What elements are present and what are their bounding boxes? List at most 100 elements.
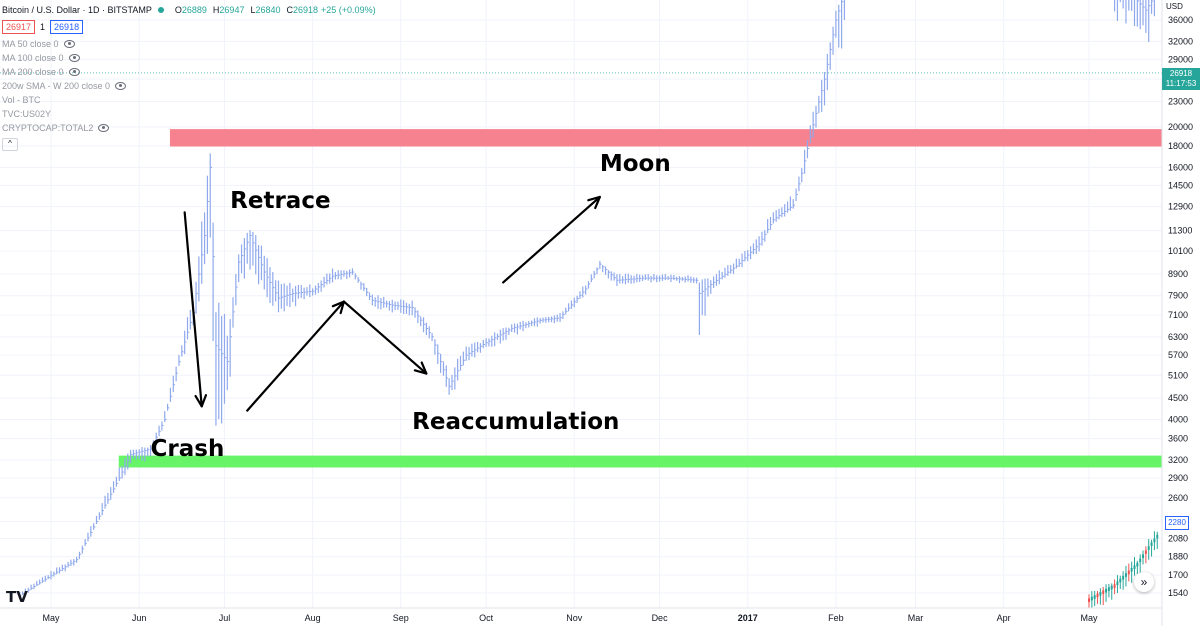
x-tick-label: Aug <box>305 613 321 623</box>
price-bar <box>755 239 759 254</box>
eye-icon[interactable] <box>98 124 110 132</box>
price-bar <box>249 230 252 270</box>
y-tick-label: 12900 <box>1168 202 1193 212</box>
legend-collapse-row: ^ <box>2 135 379 151</box>
price-bar <box>50 571 53 580</box>
price-bar <box>360 281 363 290</box>
price-bar <box>144 447 147 462</box>
y-tick-label: 32000 <box>1168 36 1193 46</box>
price-bar <box>693 277 696 284</box>
currency-label[interactable]: USD <box>1166 2 1183 11</box>
price-bar <box>516 323 520 335</box>
price-bar <box>232 297 235 328</box>
low-key: L <box>250 5 256 15</box>
price-bar <box>789 196 793 211</box>
price-bar <box>553 315 557 324</box>
y-tick-label: 6300 <box>1168 332 1188 342</box>
y-tick-label: 5700 <box>1168 350 1188 360</box>
price-bar <box>559 312 562 322</box>
study-total2[interactable]: CRYPTOCAP:TOTAL2 <box>2 121 379 135</box>
price-bar <box>437 344 440 365</box>
price-bar <box>138 449 141 460</box>
price-bar <box>775 210 778 222</box>
price-bar <box>93 523 96 530</box>
study-label: MA 100 close 0 <box>2 53 64 63</box>
price-bar <box>118 467 122 481</box>
price-bar <box>727 265 730 276</box>
price-bar <box>761 231 764 246</box>
price-bar <box>451 374 454 391</box>
price-bar <box>354 273 358 280</box>
y-tick-label: 16000 <box>1168 162 1193 172</box>
eye-icon[interactable] <box>68 54 80 62</box>
collapse-legend-button[interactable]: ^ <box>2 138 18 151</box>
x-tick-label: May <box>1080 613 1098 623</box>
price-bar <box>292 288 295 303</box>
sell-price-button[interactable]: 26917 <box>2 20 36 34</box>
study-ma200[interactable]: MA 200 close 0 <box>2 65 379 79</box>
secondary-bar-body <box>1144 550 1147 554</box>
price-bar <box>331 268 335 283</box>
study-ma100[interactable]: MA 100 close 0 <box>2 51 379 65</box>
price-bar <box>681 277 685 281</box>
price-bar <box>172 375 176 393</box>
y-tick-label: 1540 <box>1168 588 1188 598</box>
price-bar <box>482 339 486 349</box>
x-tick-label: Mar <box>908 613 924 623</box>
price-bar <box>462 351 466 366</box>
price-bar <box>87 532 90 542</box>
buy-price-button[interactable]: 26918 <box>50 20 84 34</box>
price-bar <box>428 326 432 339</box>
annotations: Retrace Moon Crash Reaccumulation <box>151 151 671 462</box>
price-bar <box>573 297 577 308</box>
price-bar <box>511 324 514 333</box>
price-bar <box>166 403 170 411</box>
eye-icon[interactable] <box>115 82 127 90</box>
price-bar <box>758 236 761 252</box>
price-bar <box>522 320 525 332</box>
price-bar <box>616 274 619 286</box>
price-bar <box>562 311 565 320</box>
y-tick-label: 2900 <box>1168 473 1188 483</box>
y-tick-label: 10100 <box>1168 246 1193 256</box>
study-volume[interactable]: Vol - BTC <box>2 93 379 107</box>
scroll-to-realtime-button[interactable]: » <box>1134 572 1154 592</box>
price-bar <box>593 270 596 279</box>
secondary-bar-body <box>1110 585 1113 590</box>
price-bar <box>132 449 136 459</box>
price-bar <box>508 327 511 335</box>
price-bar <box>422 317 426 333</box>
x-tick-label: Jul <box>219 613 231 623</box>
price-bar <box>806 140 810 159</box>
price-bar <box>294 285 298 307</box>
price-bar <box>414 307 417 318</box>
price-bar <box>772 212 776 224</box>
x-tick-label: Feb <box>828 613 844 623</box>
eye-icon[interactable] <box>63 40 75 48</box>
last-price-tag: 26918 11:17:53 <box>1162 68 1200 90</box>
price-bar <box>147 447 150 457</box>
price-bar <box>30 584 33 591</box>
price-bar <box>212 222 215 342</box>
price-bar <box>448 378 451 395</box>
arrow-head <box>194 393 208 408</box>
price-bar <box>496 333 500 340</box>
symbol-title[interactable]: Bitcoin / U.S. Dollar · 1D · BITSTAMP <box>2 5 152 15</box>
price-bar <box>531 320 534 327</box>
price-bar <box>323 276 326 288</box>
price-bar <box>209 153 213 238</box>
price-bar <box>539 317 542 324</box>
eye-icon[interactable] <box>68 68 80 76</box>
price-bar <box>639 274 642 282</box>
low-value: 26840 <box>255 5 281 15</box>
study-200w-sma[interactable]: 200w SMA - W 200 close 0 <box>2 79 379 93</box>
study-label: 200w SMA - W 200 close 0 <box>2 81 111 91</box>
study-us02y[interactable]: TVC:US02Y <box>2 107 379 121</box>
study-label: MA 50 close 0 <box>2 39 59 49</box>
arrow-head <box>413 361 428 375</box>
price-bar <box>658 275 662 282</box>
study-ma50[interactable]: MA 50 close 0 <box>2 37 379 51</box>
